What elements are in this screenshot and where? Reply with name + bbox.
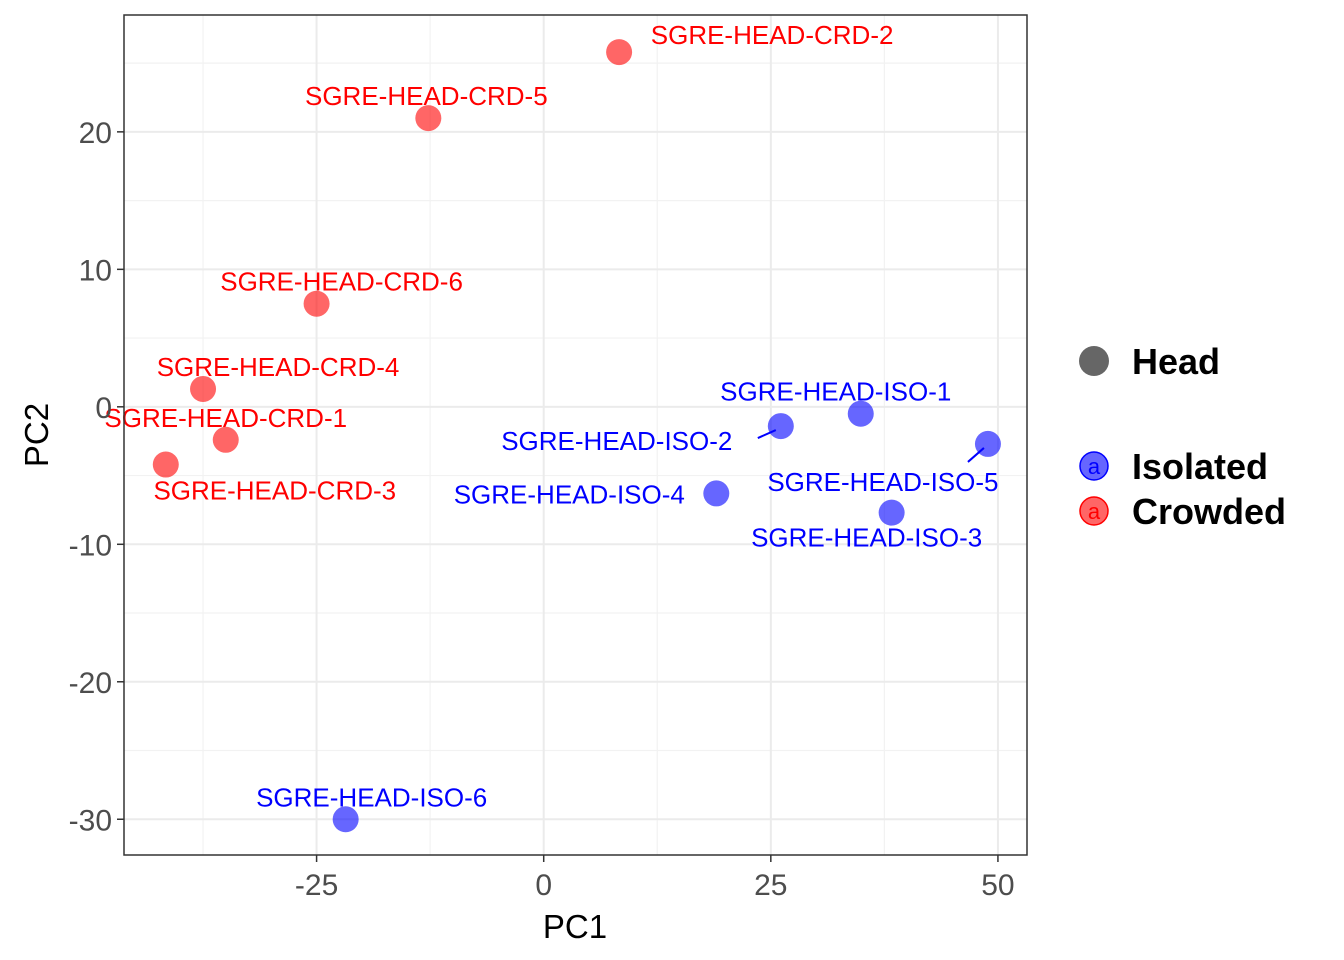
point-label-sgre-head-crd-3: SGRE-HEAD-CRD-3 (153, 476, 396, 506)
legend-head-label: Head (1132, 341, 1220, 382)
y-axis-ticks: -30 -20 -10 0 10 20 (69, 117, 124, 837)
legend: Head a Isolated a Crowded (1079, 341, 1286, 532)
data-point-sgre-head-iso-6 (332, 806, 359, 833)
x-tick-label: 25 (754, 869, 787, 902)
point-label-sgre-head-iso-6: SGRE-HEAD-ISO-6 (256, 782, 487, 812)
data-point-sgre-head-iso-2 (767, 413, 794, 440)
legend-isolated-label: Isolated (1132, 446, 1268, 487)
y-tick-label: -30 (69, 804, 112, 837)
data-point-sgre-head-iso-1 (847, 400, 874, 427)
data-point-sgre-head-crd-5 (415, 105, 442, 132)
x-axis-title: PC1 (543, 908, 607, 945)
y-axis-title: PC2 (18, 403, 55, 467)
x-tick-label: 50 (981, 869, 1014, 902)
data-point-sgre-head-crd-6 (303, 290, 330, 317)
point-label-sgre-head-crd-2: SGRE-HEAD-CRD-2 (651, 20, 894, 50)
point-label-sgre-head-iso-3: SGRE-HEAD-ISO-3 (751, 523, 982, 553)
y-tick-label: -10 (69, 529, 112, 562)
point-label-sgre-head-iso-4: SGRE-HEAD-ISO-4 (454, 479, 685, 509)
panel-background (124, 15, 1027, 855)
x-tick-label: -25 (295, 869, 338, 902)
legend-head-key (1079, 346, 1109, 376)
panel-border (123, 14, 1028, 856)
leader-line (967, 447, 985, 463)
point-label-sgre-head-crd-6: SGRE-HEAD-CRD-6 (220, 267, 463, 297)
legend-isolated-key: a (1079, 451, 1109, 481)
legend-crowded-key-letter: a (1088, 499, 1101, 524)
x-axis-ticks: -25 0 25 50 (295, 855, 1015, 902)
x-tick-label: 0 (535, 869, 552, 902)
point-label-sgre-head-crd-5: SGRE-HEAD-CRD-5 (305, 81, 548, 111)
point-label-sgre-head-crd-1: SGRE-HEAD-CRD-1 (104, 403, 347, 433)
data-point-sgre-head-crd-1 (212, 426, 239, 453)
data-point-sgre-head-crd-4 (190, 375, 217, 402)
label-leader-lines (757, 429, 985, 463)
point-label-sgre-head-crd-4: SGRE-HEAD-CRD-4 (157, 352, 400, 382)
point-label-sgre-head-iso-1: SGRE-HEAD-ISO-1 (720, 377, 951, 407)
point-label-sgre-head-iso-5: SGRE-HEAD-ISO-5 (767, 467, 998, 497)
data-point-sgre-head-iso-4 (703, 480, 730, 507)
data-point-sgre-head-crd-2 (606, 39, 633, 66)
legend-crowded-key: a (1079, 496, 1109, 526)
point-label-sgre-head-iso-2: SGRE-HEAD-ISO-2 (501, 426, 732, 456)
major-gridlines (124, 15, 1027, 855)
minor-gridlines (124, 15, 1027, 855)
y-tick-label: -20 (69, 667, 112, 700)
point-labels: SGRE-HEAD-CRD-1 SGRE-HEAD-CRD-2 SGRE-HEAD-… (104, 20, 998, 812)
legend-isolated-key-letter: a (1088, 454, 1101, 479)
y-tick-label: 20 (79, 117, 112, 150)
data-point-sgre-head-crd-3 (152, 451, 179, 478)
leader-line (757, 429, 777, 439)
data-point-sgre-head-iso-3 (878, 499, 905, 526)
legend-crowded-label: Crowded (1132, 491, 1286, 532)
y-tick-label: 0 (95, 392, 112, 425)
y-tick-label: 10 (79, 254, 112, 287)
